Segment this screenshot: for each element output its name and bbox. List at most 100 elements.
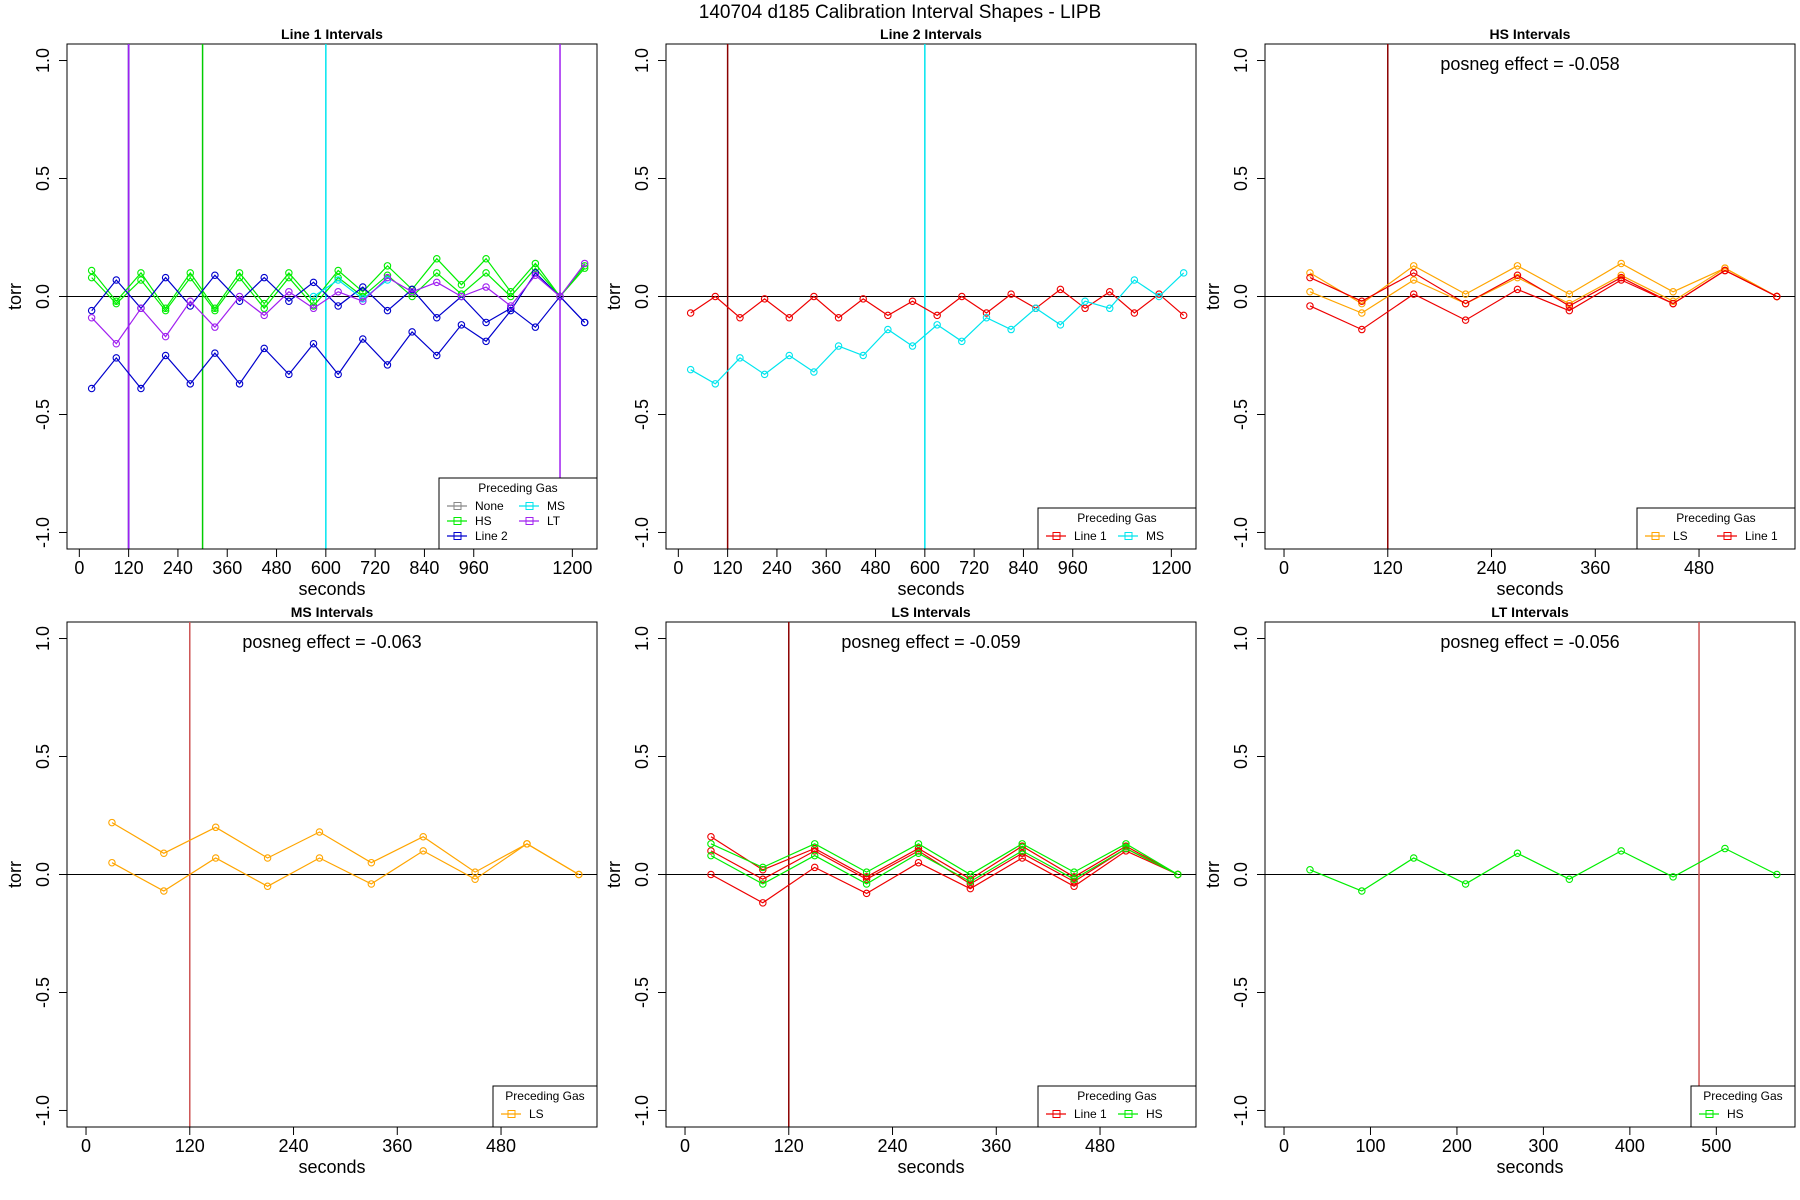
y-axis-label: torr [1203,861,1223,888]
x-tick-label: 240 [878,1136,908,1156]
y-tick-label: -0.5 [33,977,53,1008]
data-point [1721,844,1729,853]
legend-item: HS [447,514,492,528]
panel-title: Line 2 Intervals [880,26,982,42]
data-point [506,292,515,301]
series-line [690,288,1185,319]
data-point [87,313,96,322]
data-point [556,292,564,301]
x-axis: 0 100 200 300 400 500 seconds [1279,1126,1731,1177]
y-tick-label: -0.5 [1231,977,1251,1008]
legend-swatch-marker [1124,1110,1133,1118]
y-axis: -1.0 -0.5 0.0 0.5 1.0 torr [5,48,67,548]
x-tick-label: 120 [114,558,144,578]
legend-title: Preceding Gas [1676,511,1755,525]
x-axis-label: seconds [298,579,365,599]
data-point [1461,316,1470,324]
legend-item: MS [519,499,565,513]
data-point [966,880,975,888]
x-tick-label: 200 [1442,1136,1472,1156]
y-tick-label: 0.5 [1231,744,1251,769]
data-point [457,292,466,301]
legend-item: LS [1645,529,1688,543]
legend-label: Line 1 [1074,1107,1107,1121]
data-point [263,854,272,862]
data-point [433,254,441,263]
y-tick-label: 0.5 [632,166,652,191]
data-point [87,306,96,315]
series-line [710,836,1179,880]
legend-label: Line 1 [1745,529,1778,543]
legend-swatch-marker [1052,1110,1061,1118]
data-point [1565,875,1574,883]
data-point [1409,269,1418,277]
y-tick-label: -1.0 [632,1095,652,1126]
data-point [1461,880,1470,888]
y-axis: -1.0 -0.5 0.0 0.5 1.0 torr [604,626,666,1126]
data-point [1513,285,1522,294]
y-axis: -1.0 -0.5 0.0 0.5 1.0 torr [5,626,67,1126]
y-tick-label: -0.5 [632,977,652,1008]
series-line [1309,269,1778,307]
x-tick-label: 120 [1373,558,1403,578]
legend: Preceding Gas LS Line 1 [1636,507,1796,550]
x-tick-label: 720 [360,558,390,578]
data-point [1105,304,1114,313]
data-point [810,844,819,853]
legend-title: Preceding Gas [478,481,557,495]
data-point [580,318,589,327]
x-tick-label: 240 [762,558,792,578]
data-point [1409,290,1418,298]
data-point [211,323,219,331]
legend-item: Line 1 [1046,1107,1107,1121]
x-tick-label: 600 [910,558,940,578]
legend-label: HS [475,514,492,528]
data-point [1513,271,1522,280]
data-point [1032,304,1040,313]
data-point [884,325,892,334]
y-axis-label: torr [604,861,624,888]
legend-swatch-marker [525,517,534,525]
data-point [160,887,168,895]
data-point [1358,297,1366,305]
legend-box [492,1085,598,1128]
data-point [383,361,392,369]
legend: Preceding Gas LS [492,1085,598,1128]
x-tick-label: 0 [680,1136,690,1156]
data-point [482,254,490,263]
legend-title: Preceding Gas [1077,1089,1156,1103]
data-point [862,889,871,898]
legend-item: Line 1 [1046,529,1107,543]
data-point [1306,302,1314,310]
data-point [137,384,145,393]
data-point [1122,840,1130,848]
legend-item: MS [1118,529,1164,543]
data-point [785,313,794,322]
data-point [686,309,695,317]
data-point [966,877,975,886]
y-tick-label: -0.5 [1231,399,1251,430]
series-line [91,267,586,312]
data-point [531,259,540,268]
y-tick-label: -1.0 [33,1095,53,1126]
data-point [1669,299,1677,308]
data-point [707,832,715,841]
panel-4: MS Intervals 0 120 240 360 480 seconds -1.0 -0.5… [5,604,598,1177]
series-line [710,850,1179,904]
data-point [862,875,871,883]
data-point [433,269,441,277]
data-point [531,323,540,331]
data-point [859,351,867,360]
data-point [759,863,767,872]
data-point [367,858,376,867]
data-point [235,269,244,277]
data-point [862,868,871,876]
data-point [759,880,767,888]
data-point [1669,288,1677,296]
legend-swatch-marker [1651,532,1660,540]
data-point [433,313,441,322]
data-point [1409,262,1418,270]
legend-title: Preceding Gas [505,1089,584,1103]
panel-5: LS Intervals 0 120 240 360 480 seconds -1.0 -0.5… [604,604,1197,1177]
